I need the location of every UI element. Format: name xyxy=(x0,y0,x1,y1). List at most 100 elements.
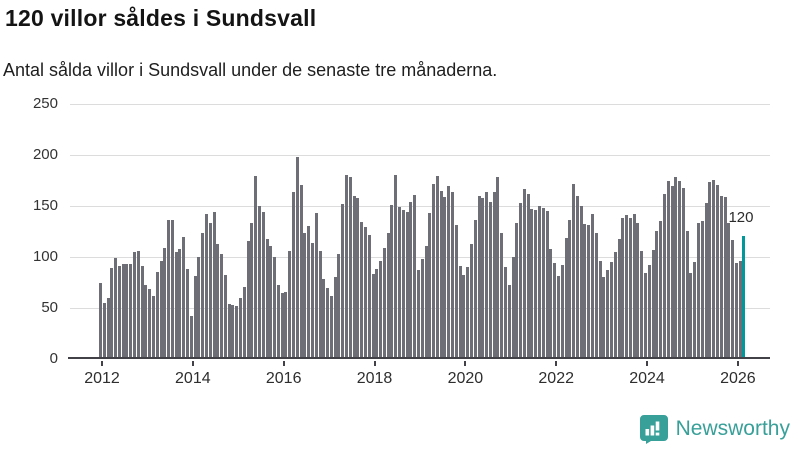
bar xyxy=(269,245,273,358)
bar xyxy=(704,202,708,358)
bar xyxy=(170,220,174,358)
bar xyxy=(216,243,220,358)
bar xyxy=(405,212,409,358)
x-tick xyxy=(373,361,376,366)
bar xyxy=(174,251,178,358)
bar xyxy=(220,253,224,358)
bar xyxy=(356,197,360,358)
bar xyxy=(288,250,292,358)
bar xyxy=(246,240,250,358)
x-axis-line xyxy=(68,357,770,359)
bar xyxy=(227,303,231,358)
x-tick-label: 2024 xyxy=(629,370,665,387)
bar xyxy=(628,218,632,358)
bar xyxy=(689,273,693,358)
bar xyxy=(231,304,235,358)
bar xyxy=(602,277,606,358)
bar xyxy=(424,245,428,358)
bar xyxy=(144,284,148,358)
bar xyxy=(591,214,595,358)
bar xyxy=(681,187,685,358)
x-tick-label: 2018 xyxy=(356,370,393,387)
bar xyxy=(121,264,125,358)
bar xyxy=(598,261,602,358)
bar xyxy=(481,197,485,358)
bar xyxy=(572,183,576,358)
plot-area: 120 xyxy=(68,104,770,359)
bar xyxy=(621,218,625,358)
bar xyxy=(280,292,284,358)
bar xyxy=(644,273,648,358)
x-tick xyxy=(646,361,649,366)
bar xyxy=(534,210,538,358)
bar xyxy=(159,261,163,358)
bar xyxy=(106,297,110,358)
bar xyxy=(204,214,208,358)
bars-layer xyxy=(68,104,770,359)
bar xyxy=(133,251,137,358)
bar xyxy=(367,234,371,358)
bar xyxy=(651,249,655,358)
x-tick-label: 2016 xyxy=(265,370,302,387)
bar xyxy=(189,316,193,358)
bar xyxy=(647,265,651,358)
bar xyxy=(636,223,640,358)
bar xyxy=(314,213,318,358)
bar xyxy=(485,191,489,358)
bar xyxy=(322,279,326,358)
chart-subtitle: Antal sålda villor i Sundsvall under de … xyxy=(3,60,498,80)
bar xyxy=(208,223,212,358)
bar xyxy=(257,206,261,358)
bar xyxy=(428,213,432,358)
bar xyxy=(666,180,670,358)
bar xyxy=(632,214,636,358)
bar xyxy=(447,185,451,358)
bar xyxy=(337,253,341,358)
bar xyxy=(99,282,102,358)
bar xyxy=(420,259,424,358)
bar xyxy=(583,224,587,358)
bar xyxy=(712,179,716,358)
bar xyxy=(114,258,118,358)
bar xyxy=(348,177,352,358)
bar xyxy=(488,201,492,358)
y-tick-label: 0 xyxy=(49,350,58,367)
x-tick xyxy=(282,361,285,366)
y-tick-label: 50 xyxy=(41,299,58,316)
y-tick-label: 100 xyxy=(32,248,58,265)
y-tick-label: 200 xyxy=(32,146,58,163)
bar xyxy=(299,184,303,358)
bar xyxy=(458,266,462,358)
bar xyxy=(541,208,545,358)
bar xyxy=(148,288,152,358)
bar xyxy=(462,275,466,358)
bar xyxy=(235,305,239,358)
bar xyxy=(193,276,197,358)
bar xyxy=(360,222,364,358)
bar xyxy=(386,232,390,358)
bar xyxy=(239,297,243,358)
bar xyxy=(492,191,496,358)
bar xyxy=(439,190,443,358)
bar xyxy=(265,238,269,358)
bar xyxy=(140,266,144,358)
bar xyxy=(295,157,299,358)
bar xyxy=(284,291,288,358)
bar xyxy=(685,230,689,358)
brand-footer: Newsworthy xyxy=(639,414,790,444)
bar xyxy=(155,272,159,358)
bar xyxy=(451,191,454,358)
bar xyxy=(223,275,227,358)
bar xyxy=(307,226,311,358)
x-tick xyxy=(101,361,103,366)
highlighted-bar xyxy=(742,235,746,358)
bar xyxy=(201,232,205,358)
bar xyxy=(125,264,129,358)
bar xyxy=(303,232,307,358)
bar xyxy=(515,223,519,358)
bar xyxy=(545,211,549,358)
bar xyxy=(496,177,500,358)
bar xyxy=(519,202,523,358)
bar xyxy=(182,236,186,358)
bar xyxy=(575,195,579,358)
